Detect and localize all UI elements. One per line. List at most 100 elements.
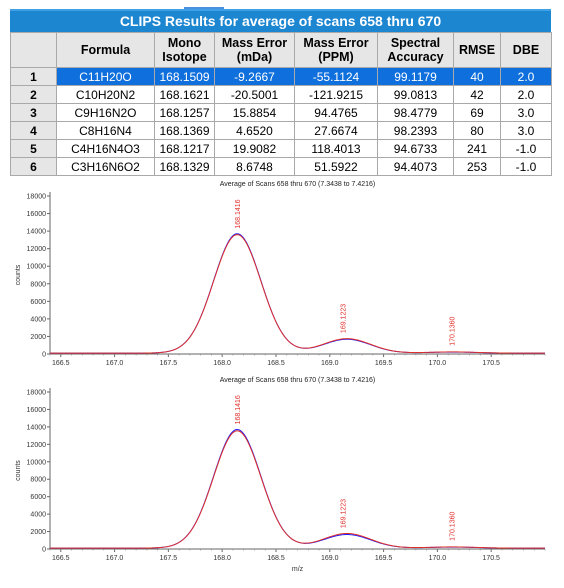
row-index: 2 (10, 85, 57, 104)
x-tick-label: 168.0 (213, 360, 231, 367)
spectral-accuracy-cell: 99.1179 (377, 67, 454, 86)
x-tick-label: 169.0 (321, 360, 339, 367)
y-tick-label: 18000 (27, 194, 47, 201)
column-header-line1: Mono (167, 36, 202, 50)
column-header-line1: Spectral (390, 36, 441, 50)
spectral-accuracy-cell: 99.0813 (377, 85, 454, 104)
spectrum-line-measured (50, 429, 545, 549)
title-accent-mark (184, 7, 224, 9)
x-tick-label: 167.5 (160, 555, 178, 562)
y-tick-label: 2000 (30, 334, 46, 341)
rmse-cell: 241 (453, 139, 501, 158)
x-tick-label: 166.5 (52, 360, 70, 367)
x-tick-label: 168.5 (267, 360, 285, 367)
row-index: 1 (10, 67, 57, 86)
column-header-line1: Mass Error (303, 36, 369, 50)
x-tick-label: 170.0 (429, 360, 447, 367)
spectral-accuracy-cell: 94.4073 (377, 157, 454, 176)
y-tick-label: 0 (42, 547, 46, 554)
spectrum-line-measured (50, 233, 545, 354)
mass-error-mda-cell: 19.9082 (214, 139, 295, 158)
dbe-cell: -1.0 (500, 157, 552, 176)
column-header[interactable]: Mass Error (mDa) (214, 32, 295, 68)
column-header[interactable]: Mass Error (PPM) (294, 32, 378, 68)
spectrum-chart-bottom: Average of Scans 658 thru 670 (7.3438 to… (0, 374, 564, 583)
y-tick-label: 12000 (27, 246, 47, 253)
x-tick-label: 167.5 (160, 360, 178, 367)
y-tick-label: 10000 (27, 264, 47, 271)
y-tick-label: 8000 (30, 477, 46, 484)
x-tick-label: 168.5 (267, 555, 285, 562)
peak-label: 169.1223 (340, 499, 347, 528)
mass-error-ppm-cell: -55.1124 (294, 67, 378, 86)
y-tick-label: 14000 (27, 229, 47, 236)
formula-cell: C8H16N4 (56, 121, 155, 140)
mass-error-ppm-cell: 27.6674 (294, 121, 378, 140)
peak-label: 170.1360 (450, 317, 457, 346)
column-header-line1: Mass Error (221, 36, 288, 50)
peak-label: 168.1416 (235, 395, 242, 424)
x-tick-label: 169.5 (375, 555, 393, 562)
x-axis-label: m/z (292, 566, 304, 573)
mass-error-mda-cell: 8.6748 (214, 157, 295, 176)
table-body: 1 C11H20O 168.1509 -9.2667 -55.1124 99.1179 40… (10, 67, 552, 176)
column-header-line1: RMSE (458, 43, 496, 57)
y-tick-label: 14000 (27, 424, 47, 431)
results-title-bar: CLIPS Results for average of scans 658 t… (10, 9, 551, 32)
mono-isotope-cell: 168.1329 (154, 157, 215, 176)
mono-isotope-cell: 168.1621 (154, 85, 215, 104)
y-tick-label: 6000 (30, 299, 46, 306)
row-index: 3 (10, 103, 57, 122)
spectrum-chart-top: Average of Scans 658 thru 670 (7.3438 to… (0, 178, 564, 374)
mono-isotope-cell: 168.1509 (154, 67, 215, 86)
peak-label: 170.1360 (450, 512, 457, 541)
column-header[interactable]: DBE (500, 32, 552, 68)
mass-error-mda-cell: -20.5001 (214, 85, 295, 104)
table-row[interactable]: 4 C8H16N4 168.1369 4.6520 27.6674 98.2393 80 3.… (10, 121, 552, 140)
mono-isotope-cell: 168.1217 (154, 139, 215, 158)
row-index: 6 (10, 157, 57, 176)
formula-cell: C3H16N6O2 (56, 157, 155, 176)
column-header[interactable]: Spectral Accuracy (377, 32, 454, 68)
formula-cell: C10H20N2 (56, 85, 155, 104)
column-header[interactable] (10, 32, 57, 68)
table-row[interactable]: 1 C11H20O 168.1509 -9.2667 -55.1124 99.1179 40… (10, 67, 552, 86)
y-tick-label: 2000 (30, 529, 46, 536)
chart-title: Average of Scans 658 thru 670 (7.3438 to… (220, 181, 376, 188)
rmse-cell: 42 (453, 85, 501, 104)
table-row[interactable]: 2 C10H20N2 168.1621 -20.5001 -121.9215 99.081… (10, 85, 552, 104)
chart-title: Average of Scans 658 thru 670 (7.3438 to… (220, 377, 376, 384)
column-header[interactable]: Mono Isotope (154, 32, 215, 68)
mass-error-mda-cell: 4.6520 (214, 121, 295, 140)
rmse-cell: 80 (453, 121, 501, 140)
results-table: Formula Mono Isotope Mass Error (mDa) Mass Er… (10, 32, 552, 176)
dbe-cell: 3.0 (500, 121, 552, 140)
mass-error-mda-cell: -9.2667 (214, 67, 295, 86)
y-axis-label: counts (15, 264, 22, 285)
x-tick-label: 167.0 (106, 555, 124, 562)
x-tick-label: 170.5 (482, 360, 500, 367)
row-index: 4 (10, 121, 57, 140)
y-tick-label: 4000 (30, 316, 46, 323)
dbe-cell: 3.0 (500, 103, 552, 122)
peak-label: 168.1416 (235, 199, 242, 228)
spectrum-chart-top-svg: Average of Scans 658 thru 670 (7.3438 to… (15, 181, 546, 367)
column-header-line1: Formula (80, 43, 131, 57)
column-header-line2: (mDa) (236, 50, 273, 64)
table-row[interactable]: 6 C3H16N6O2 168.1329 8.6748 51.5922 94.4073 25… (10, 157, 552, 176)
column-header[interactable]: RMSE (453, 32, 501, 68)
column-header-line2: Isotope (162, 50, 207, 64)
y-tick-label: 16000 (27, 407, 47, 414)
x-tick-label: 167.0 (106, 360, 124, 367)
x-tick-label: 170.0 (429, 555, 447, 562)
mass-error-ppm-cell: 94.4765 (294, 103, 378, 122)
table-row[interactable]: 5 C4H16N4O3 168.1217 19.9082 118.4013 94.6733… (10, 139, 552, 158)
mass-error-mda-cell: 15.8854 (214, 103, 295, 122)
spectrum-chart-bottom-svg: Average of Scans 658 thru 670 (7.3438 to… (15, 377, 546, 573)
x-tick-label: 169.5 (375, 360, 393, 367)
table-row[interactable]: 3 C9H16N2O 168.1257 15.8854 94.4765 98.4779 69… (10, 103, 552, 122)
column-header[interactable]: Formula (56, 32, 155, 68)
row-index: 5 (10, 139, 57, 158)
spectral-accuracy-cell: 94.6733 (377, 139, 454, 158)
peak-label: 169.1223 (340, 304, 347, 333)
